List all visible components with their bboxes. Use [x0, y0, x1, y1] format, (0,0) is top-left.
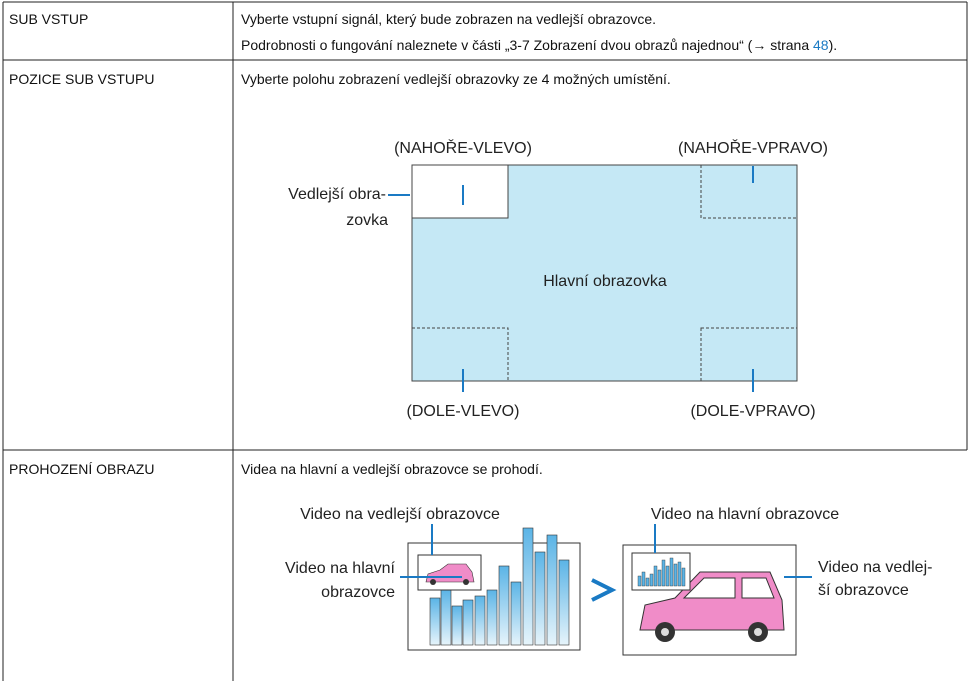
swap-diagram — [400, 524, 812, 656]
page-link[interactable]: 48 — [813, 37, 829, 53]
row-label: SUB VSTUP — [9, 11, 88, 27]
diagram-label: Video na vedlejší obrazovce — [300, 506, 500, 523]
diagram-label: obrazovce — [321, 584, 395, 601]
position-label: (DOLE-VLEVO) — [407, 403, 520, 420]
row-text: Vyberte polohu zobrazení vedlejší obrazo… — [241, 71, 671, 87]
row-text: Vyberte vstupní signál, který bude zobra… — [241, 11, 656, 27]
diagram-label: Video na hlavní — [285, 560, 396, 577]
position-diagram — [388, 164, 798, 392]
main-screen-label: Hlavní obrazovka — [543, 273, 667, 290]
diagram-label: Video na vedlej- — [818, 559, 932, 576]
text: ). — [829, 37, 838, 53]
row-label: PROHOZENÍ OBRAZU — [9, 461, 154, 477]
position-label: (DOLE-VPRAVO) — [690, 403, 815, 420]
row-text: Podrobnosti o fungování naleznete v část… — [241, 37, 837, 53]
diagram-label: Video na hlavní obrazovce — [651, 506, 839, 523]
sub-screen-label: Vedlejší obra- — [288, 186, 386, 203]
diagram-label: ší obrazovce — [818, 582, 909, 599]
row-label: POZICE SUB VSTUPU — [9, 71, 154, 87]
row-text: Videa na hlavní a vedlejší obrazovce se … — [241, 461, 543, 477]
sub-screen-label: zovka — [346, 212, 388, 229]
text: Podrobnosti o fungování naleznete v část… — [241, 37, 813, 53]
position-label: (NAHOŘE-VPRAVO) — [678, 138, 828, 157]
position-label: (NAHOŘE-VLEVO) — [394, 138, 532, 157]
